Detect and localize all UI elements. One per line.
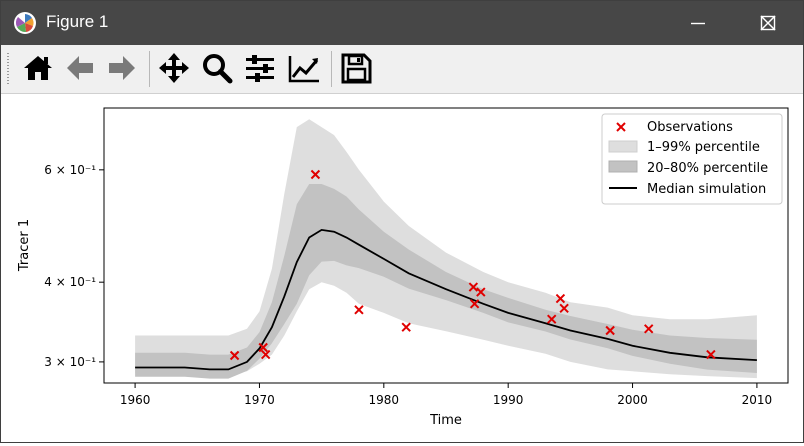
home-button[interactable] bbox=[21, 51, 55, 85]
observation-point bbox=[559, 303, 569, 314]
forward-button[interactable] bbox=[105, 51, 139, 85]
edit-axes-button[interactable] bbox=[287, 51, 321, 85]
maximize-button[interactable] bbox=[733, 1, 803, 45]
legend-band-inner-swatch bbox=[608, 160, 638, 173]
y-axis-label: Tracer 1 bbox=[17, 219, 32, 272]
x-axis: 1960 1970 1980 1990 2000 2010 bbox=[120, 383, 772, 407]
observation-point bbox=[644, 324, 654, 334]
observation-point bbox=[605, 325, 615, 336]
sliders-icon bbox=[246, 55, 274, 82]
toolbar-separator bbox=[331, 51, 332, 87]
observation-point bbox=[476, 287, 486, 297]
observation-point bbox=[354, 305, 364, 315]
observation-point bbox=[706, 349, 716, 360]
legend-band-outer-swatch bbox=[608, 140, 638, 153]
observation-point bbox=[468, 282, 479, 292]
legend-band-inner-label: 20–80% percentile bbox=[647, 161, 768, 176]
legend-frame bbox=[601, 113, 783, 205]
observation-point bbox=[401, 322, 411, 332]
observation-point bbox=[469, 299, 480, 309]
move-icon bbox=[159, 53, 189, 83]
toolbar-grip bbox=[7, 53, 9, 85]
observation-point bbox=[260, 349, 271, 360]
x-axis-label: Time bbox=[429, 413, 462, 428]
x-tick-label: 1960 bbox=[120, 393, 151, 407]
observation-point bbox=[258, 342, 268, 353]
close-icon bbox=[760, 15, 776, 31]
chart[interactable]: 1960 1970 1980 1990 2000 2010 3 × 10⁻¹ 4 × 10⁻… bbox=[1, 94, 803, 442]
window-title: Figure 1 bbox=[46, 12, 109, 31]
plot-area bbox=[135, 119, 757, 379]
arrow-right-icon bbox=[109, 56, 135, 80]
observation-point bbox=[547, 314, 557, 324]
maximize-icon bbox=[760, 15, 776, 31]
x-tick-label: 1980 bbox=[369, 393, 400, 407]
matplotlib-logo-icon bbox=[14, 12, 36, 34]
median-line bbox=[135, 228, 757, 371]
legend-median-label: Median simulation bbox=[647, 182, 766, 197]
y-tick-label: 4 × 10⁻¹ bbox=[44, 275, 96, 289]
y-tick-label: 3 × 10⁻¹ bbox=[44, 355, 96, 369]
configure-subplots-button[interactable] bbox=[243, 51, 277, 85]
x-tick-label: 1990 bbox=[493, 393, 524, 407]
minimize-icon bbox=[691, 22, 705, 25]
figure-canvas: 1960 1970 1980 1990 2000 2010 3 × 10⁻¹ 4 × 10⁻… bbox=[1, 94, 803, 442]
legend: Observations 1–99% percentile 20–80% per… bbox=[601, 113, 783, 205]
line-chart-icon bbox=[288, 56, 319, 83]
legend-observations-label: Observations bbox=[647, 120, 733, 135]
observation-point bbox=[310, 169, 321, 180]
save-icon bbox=[341, 53, 372, 84]
y-axis: 3 × 10⁻¹ 4 × 10⁻¹ 6 × 10⁻¹ bbox=[44, 163, 104, 369]
legend-band-outer-label: 1–99% percentile bbox=[647, 140, 760, 155]
pan-button[interactable] bbox=[157, 51, 191, 85]
navigation-toolbar bbox=[1, 45, 803, 94]
x-tick-label: 2000 bbox=[617, 393, 648, 407]
legend-observations-marker bbox=[616, 122, 626, 132]
x-tick-label: 1970 bbox=[244, 393, 275, 407]
save-button[interactable] bbox=[339, 51, 373, 85]
toolbar-separator bbox=[149, 51, 150, 87]
back-button[interactable] bbox=[63, 51, 97, 85]
x-tick-label: 2010 bbox=[742, 393, 773, 407]
arrow-left-icon bbox=[67, 56, 93, 80]
band-inner bbox=[135, 184, 757, 379]
minimize-button[interactable] bbox=[663, 1, 733, 45]
title-bar: Figure 1 bbox=[1, 1, 803, 45]
zoom-icon bbox=[203, 54, 233, 84]
y-tick-label: 6 × 10⁻¹ bbox=[44, 163, 96, 177]
axes-frame bbox=[103, 107, 789, 384]
close-button[interactable] bbox=[733, 1, 803, 45]
observation-point bbox=[555, 293, 566, 304]
home-icon bbox=[24, 56, 52, 80]
observation-point bbox=[229, 350, 240, 361]
zoom-button[interactable] bbox=[200, 51, 234, 85]
